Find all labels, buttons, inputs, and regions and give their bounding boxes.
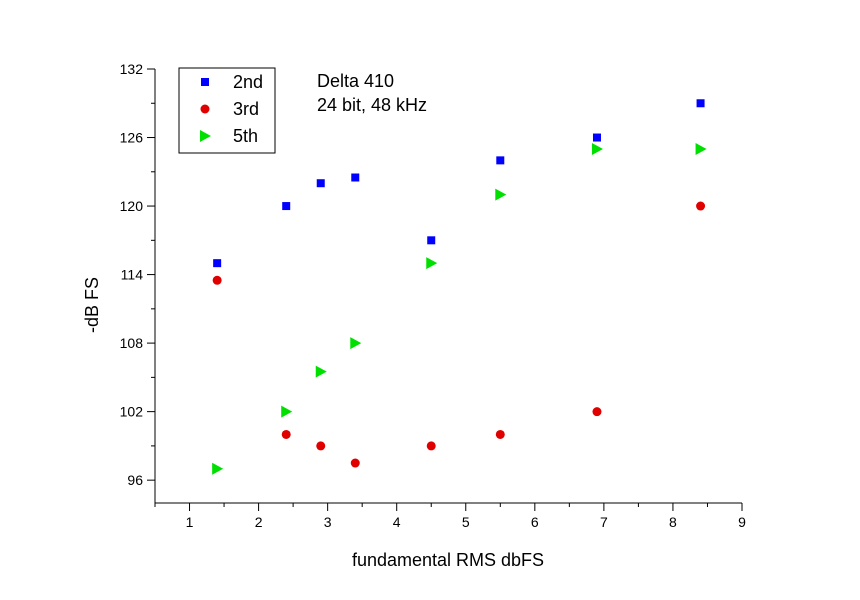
data-point-2nd: [496, 156, 505, 165]
x-tick-label: 1: [186, 514, 194, 530]
data-point-2nd: [316, 179, 325, 188]
x-tick-label: 9: [738, 514, 746, 530]
x-tick-label: 6: [531, 514, 539, 530]
legend-marker-2nd: [201, 78, 209, 86]
annotation: Delta 410 24 bit, 48 kHz: [317, 71, 427, 115]
y-tick-label: 108: [120, 335, 144, 351]
data-point-3rd: [696, 201, 706, 211]
annotation-line-2: 24 bit, 48 kHz: [317, 95, 427, 115]
x-tick-label: 2: [255, 514, 263, 530]
data-point-2nd: [213, 259, 222, 268]
data-point-3rd: [281, 429, 291, 439]
data-point-5th: [350, 337, 362, 350]
data-point-3rd: [350, 458, 360, 468]
data-point-2nd: [592, 133, 601, 142]
y-tick-label: 126: [120, 130, 144, 146]
y-tick-label: 132: [120, 61, 144, 77]
x-tick-label: 4: [393, 514, 401, 530]
data-point-2nd: [351, 173, 360, 182]
x-tick-label: 3: [324, 514, 332, 530]
data-point-2nd: [282, 202, 291, 211]
y-tick-label: 114: [121, 267, 144, 283]
legend-label-2nd: 2nd: [233, 72, 263, 92]
y-tick-label: 102: [120, 404, 144, 420]
x-axis-label: fundamental RMS dbFS: [352, 550, 544, 570]
y-axis-label: -dB FS: [82, 277, 102, 333]
legend-label-3rd: 3rd: [233, 99, 259, 119]
x-tick-label: 7: [600, 514, 608, 530]
data-point-5th: [695, 142, 707, 155]
legend-marker-5th: [200, 130, 211, 142]
data-point-3rd: [316, 441, 326, 451]
data-point-5th: [495, 188, 507, 201]
data-point-5th: [591, 142, 603, 155]
y-tick-label: 96: [127, 472, 143, 488]
x-tick-label: 8: [669, 514, 677, 530]
data-point-5th: [281, 405, 293, 418]
data-point-3rd: [592, 407, 602, 417]
x-tick-label: 5: [462, 514, 470, 530]
axes: [154, 69, 742, 504]
annotation-line-1: Delta 410: [317, 71, 394, 91]
data-point-5th: [212, 462, 224, 475]
data-point-3rd: [495, 429, 505, 439]
legend-box: [178, 67, 276, 154]
data-point-3rd: [212, 275, 222, 285]
axis-ticks: 1 2 3 4 5 6 7 8 9 96 102 108 114 120 126 132: [120, 61, 746, 530]
legend-marker-3rd: [200, 104, 210, 114]
data-point-3rd: [426, 441, 436, 451]
data-point-5th: [426, 257, 438, 270]
legend: 2nd 3rd 5th: [178, 67, 276, 154]
y-tick-label: 120: [120, 198, 144, 214]
data-point-2nd: [427, 236, 436, 245]
data-point-2nd: [696, 99, 705, 108]
data-point-5th: [315, 365, 327, 378]
data-points: [212, 99, 707, 475]
legend-label-5th: 5th: [233, 126, 258, 146]
